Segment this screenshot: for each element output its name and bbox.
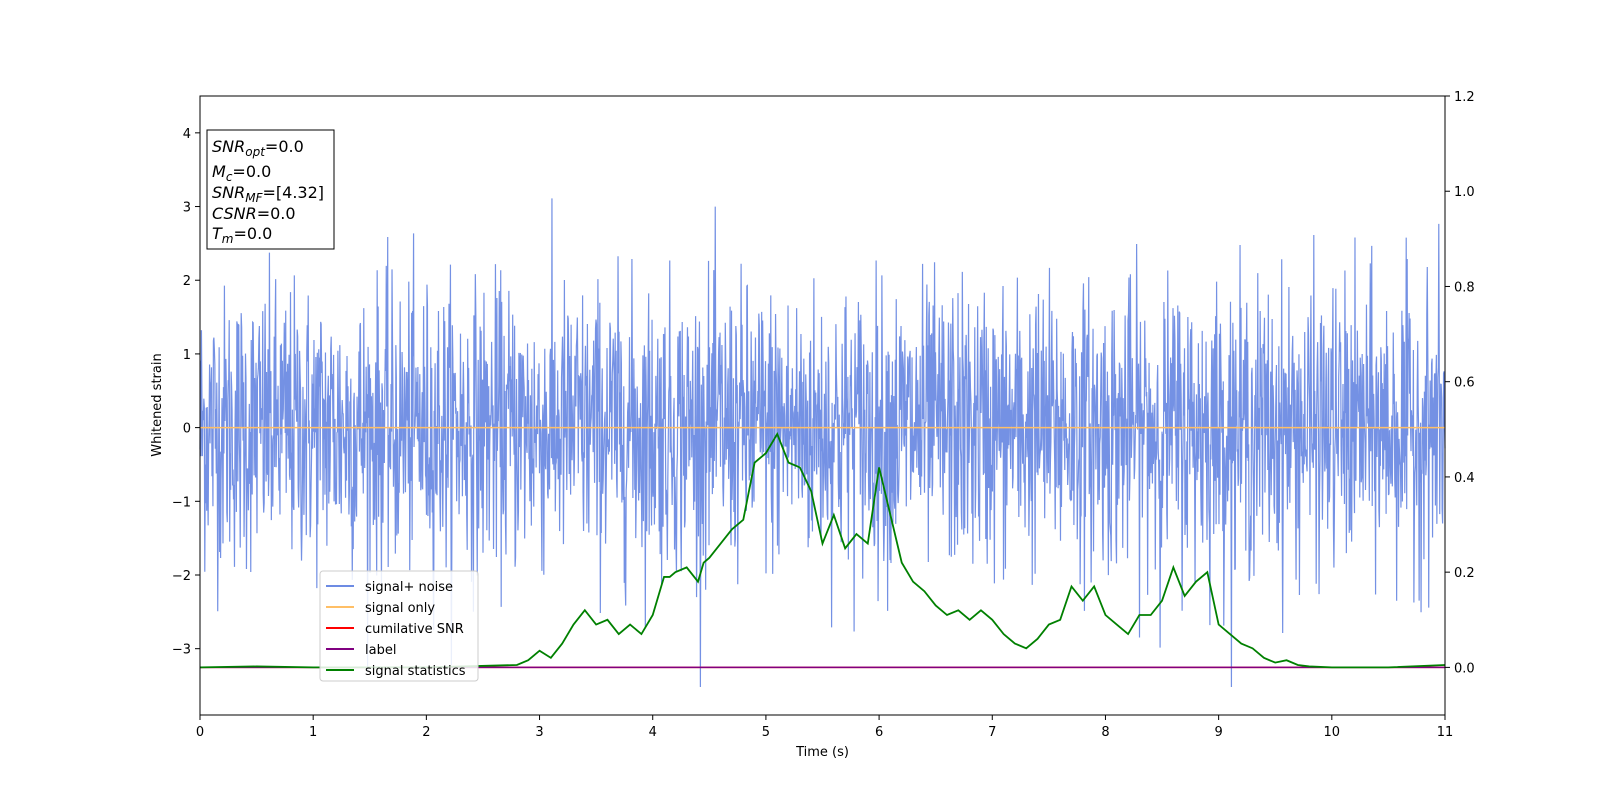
x-tick-label: 9 (1214, 725, 1222, 740)
y2-tick-label: 0.2 (1454, 566, 1475, 581)
y-axis-label: Whitened strain (150, 353, 165, 456)
info-line: SNRopt=0.0 (212, 137, 304, 159)
x-tick-label: 6 (875, 725, 883, 740)
y-tick-label: 3 (183, 201, 191, 216)
x-tick-label: 2 (422, 725, 430, 740)
legend-label: signal statistics (365, 664, 466, 679)
x-tick-label: 7 (988, 725, 996, 740)
x-tick-label: 0 (196, 725, 204, 740)
legend: signal+ noise signal only cumilative SNR la… (319, 570, 479, 682)
info-box: SNRopt=0.0 Mc=0.0SNRMF=[4.32]CSNR=0.0Tm=0… (206, 129, 335, 250)
y2-tick-label: 0.8 (1454, 280, 1475, 295)
info-line: Tm=0.0 (212, 224, 272, 246)
y-tick-label: 1 (183, 348, 191, 363)
legend-label: signal+ noise (365, 580, 453, 595)
legend-label: cumilative SNR (365, 622, 464, 637)
y-tick-label: 2 (183, 274, 191, 289)
info-line: SNRMF=[4.32] (212, 183, 324, 205)
y2-tick-label: 1.2 (1454, 90, 1475, 105)
y2-tick-label: 0.4 (1454, 471, 1475, 486)
x-tick-label: 8 (1101, 725, 1109, 740)
x-tick-label: 4 (649, 725, 657, 740)
y2-tick-label: 0.6 (1454, 376, 1475, 391)
signal-noise-series (199, 198, 1446, 688)
y-tick-label: −3 (172, 643, 191, 658)
x-tick-label: 5 (762, 725, 770, 740)
plot-frame (199, 95, 1446, 716)
y2-tick-label: 0.0 (1454, 661, 1475, 676)
y-tick-label: 0 (183, 422, 191, 437)
info-line: Mc=0.0 (212, 162, 271, 184)
x-tick-label: 11 (1437, 725, 1454, 740)
x-tick-label: 1 (309, 725, 317, 740)
x-tick-label: 3 (535, 725, 543, 740)
y-tick-label: −2 (172, 569, 191, 584)
x-tick-label: 10 (1324, 725, 1341, 740)
info-line: CSNR=0.0 (212, 204, 296, 223)
y-tick-label: −1 (172, 495, 191, 510)
signal-noise-line (199, 198, 1446, 688)
signal-statistics-line (199, 432, 1446, 669)
legend-label: label (365, 643, 396, 658)
y-tick-label: 4 (183, 127, 191, 142)
y2-tick-label: 1.0 (1454, 185, 1475, 200)
legend-label: signal only (365, 601, 435, 616)
x-axis-label: Time (s) (795, 745, 849, 760)
